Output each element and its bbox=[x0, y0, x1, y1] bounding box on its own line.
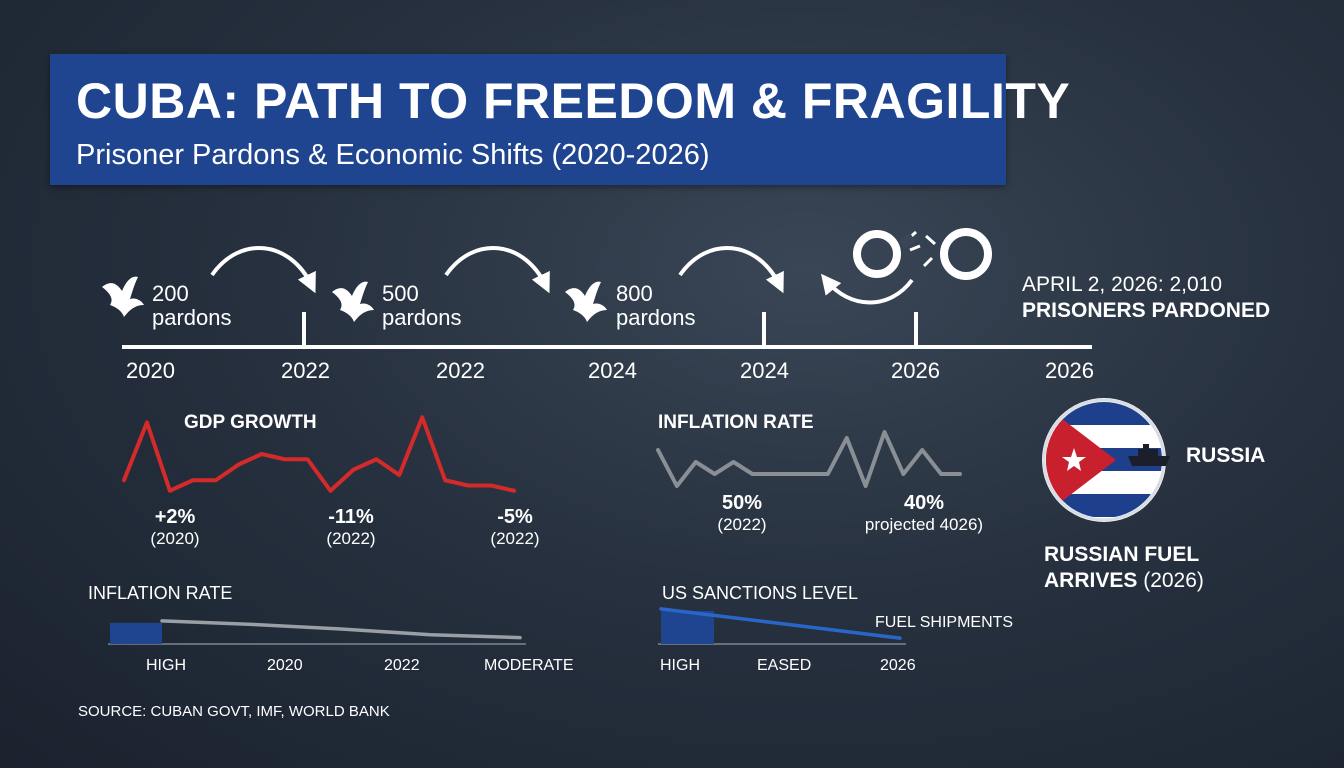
russia-caption-year: (2026) bbox=[1143, 569, 1204, 592]
annotation-label: (2020) bbox=[150, 529, 200, 548]
russia-caption-bold: ARRIVES bbox=[1044, 569, 1138, 592]
annotation-label: (2022) bbox=[326, 529, 376, 548]
fuel-shipments-label: FUEL SHIPMENTS bbox=[875, 614, 1014, 631]
page-title: CUBA: PATH TO FREEDOM & FRAGILITY bbox=[76, 73, 1071, 129]
pardon-count: 200 bbox=[152, 281, 189, 306]
pardon-unit: pardons bbox=[382, 305, 462, 330]
dove-icon bbox=[102, 276, 144, 317]
page-subtitle: Prisoner Pardons & Economic Shifts (2020… bbox=[76, 139, 710, 171]
inflation-area-title: INFLATION RATE bbox=[88, 583, 233, 603]
milestone-line1: APRIL 2, 2026: 2,010 bbox=[1022, 273, 1223, 296]
x-tick: HIGH bbox=[660, 657, 700, 674]
annotation-value: +2% bbox=[154, 506, 196, 528]
pardon-unit: pardons bbox=[616, 305, 696, 330]
cuba-flag-icon bbox=[1042, 398, 1170, 522]
arrow-icon bbox=[210, 245, 316, 294]
timeline-year: 2020 bbox=[126, 358, 175, 383]
russia-label: RUSSIA bbox=[1186, 444, 1266, 467]
title-banner: CUBA: PATH TO FREEDOM & FRAGILITY Prison… bbox=[50, 54, 1070, 185]
arrow-icon bbox=[820, 273, 914, 305]
gdp-chart-title: GDP GROWTH bbox=[184, 412, 317, 433]
inflation-annotation: 40% projected 4026) bbox=[862, 492, 986, 535]
series-line bbox=[160, 619, 522, 640]
annotation-value: -5% bbox=[497, 506, 533, 528]
russia-caption-line1: RUSSIAN FUEL bbox=[1044, 543, 1200, 566]
x-tick: EASED bbox=[757, 657, 812, 674]
gdp-annotation: -11% (2022) bbox=[316, 506, 386, 549]
inflation-chart bbox=[656, 430, 962, 488]
source-footer: SOURCE: CUBAN GOVT, IMF, WORLD BANK bbox=[78, 703, 390, 720]
gdp-annotation: -5% (2022) bbox=[480, 506, 550, 549]
pardon-count: 500 bbox=[382, 281, 419, 306]
x-tick: 2026 bbox=[880, 657, 916, 674]
pardon-label: 800 pardons bbox=[616, 282, 696, 330]
broken-chain-icon bbox=[853, 228, 992, 280]
timeline-year: 2022 bbox=[281, 358, 330, 383]
inflation-chart-title: INFLATION RATE bbox=[658, 412, 814, 433]
arrow-icon bbox=[444, 245, 550, 294]
milestone-line2: PRISONERS PARDONED bbox=[1022, 299, 1271, 322]
pardon-label: 500 pardons bbox=[382, 282, 462, 330]
timeline-graphic bbox=[102, 228, 992, 322]
timeline-year: 2024 bbox=[588, 358, 637, 383]
area-fill bbox=[661, 610, 714, 644]
inflation-annotation: 50% (2022) bbox=[706, 492, 778, 535]
pardon-count: 800 bbox=[616, 281, 653, 306]
annotation-label: (2022) bbox=[717, 515, 767, 534]
series-line bbox=[656, 430, 962, 488]
pardon-unit: pardons bbox=[152, 305, 232, 330]
area-fill bbox=[110, 622, 162, 644]
annotation-label: (2022) bbox=[490, 529, 540, 548]
dove-icon bbox=[565, 281, 607, 322]
x-tick: MODERATE bbox=[484, 657, 574, 674]
gdp-chart bbox=[122, 415, 516, 493]
timeline-year: 2026 bbox=[891, 358, 940, 383]
arrow-icon bbox=[678, 245, 784, 294]
x-tick: HIGH bbox=[146, 657, 186, 674]
timeline-year: 2024 bbox=[740, 358, 789, 383]
x-tick: 2022 bbox=[384, 657, 420, 674]
annotation-label: projected 4026) bbox=[864, 515, 984, 534]
annotation-value: 40% bbox=[903, 492, 945, 514]
dove-icon bbox=[332, 281, 374, 322]
sanctions-title: US SANCTIONS LEVEL bbox=[662, 583, 859, 603]
annotation-value: -11% bbox=[328, 506, 374, 528]
series-line bbox=[659, 607, 902, 640]
russia-caption: RUSSIAN FUEL ARRIVES (2026) bbox=[1044, 542, 1204, 594]
milestone-label: APRIL 2, 2026: 2,010 PRISONERS PARDONED bbox=[1022, 272, 1270, 324]
timeline-year: 2022 bbox=[436, 358, 485, 383]
gdp-annotation: +2% (2020) bbox=[140, 506, 210, 549]
pardon-label: 200 pardons bbox=[152, 282, 232, 330]
inflation-area-chart bbox=[108, 619, 526, 645]
ship-icon bbox=[1128, 444, 1170, 466]
annotation-value: 50% bbox=[721, 492, 763, 514]
timeline-year: 2026 bbox=[1045, 358, 1094, 383]
sanctions-chart bbox=[658, 607, 906, 645]
series-line bbox=[122, 415, 516, 493]
x-tick: 2020 bbox=[267, 657, 303, 674]
